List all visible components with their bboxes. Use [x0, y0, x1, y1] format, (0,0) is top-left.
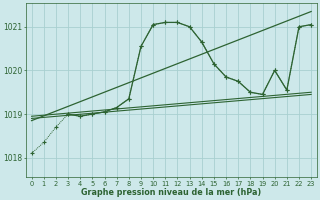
X-axis label: Graphe pression niveau de la mer (hPa): Graphe pression niveau de la mer (hPa): [81, 188, 261, 197]
